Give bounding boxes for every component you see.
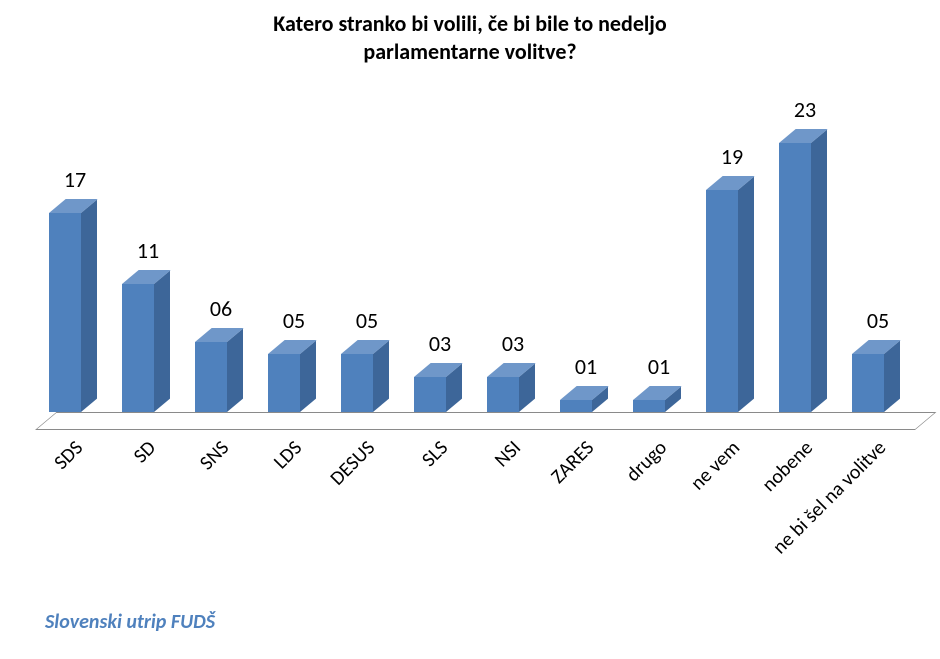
bar: 17 [49,213,81,412]
bar-value-label: 01 [643,353,675,380]
chart-title-line: parlamentarne volitve? [363,38,576,65]
bar: 19 [706,190,738,412]
bar: 11 [122,284,154,412]
bar-side [81,200,97,412]
bar: 01 [560,400,592,412]
source-text: Slovenski utrip FUDŠ [45,610,215,634]
bar-value-label: 05 [351,307,383,334]
category-label: ne bi šel na volitve [733,436,891,594]
bar-side [811,130,827,412]
bar-value-label: 03 [424,330,456,357]
bar: 01 [633,400,665,412]
bar-value-label: 11 [132,237,164,264]
chart-stage: { "chart": { "type": "bar-3d", "title": … [0,0,940,659]
bar-value-label: 05 [278,307,310,334]
bar: 23 [779,143,811,412]
bar: 05 [852,354,884,412]
bar-side [227,328,243,412]
bar-value-label: 06 [205,295,237,322]
bar-front [122,284,154,412]
bar: 05 [341,354,373,412]
bar-value-label: 03 [497,330,529,357]
bar-front [633,400,665,412]
bar: 03 [487,377,519,412]
bar-value-label: 23 [789,96,821,123]
bar-front [49,213,81,412]
bar-front [560,400,592,412]
chart-title-line: Katero stranko bi volili, če bi bile to … [273,10,667,37]
bar: 06 [195,342,227,412]
bar-side [738,177,754,412]
bar-front [414,377,446,412]
bar-value-label: 01 [570,353,602,380]
bar-front [195,342,227,412]
chart-title: Katero stranko bi volili, če bi bile to … [0,10,940,65]
bar-value-label: 17 [59,166,91,193]
plot-area: 171106050503030101192305 [35,100,915,430]
bar-front [779,143,811,412]
bar-front [487,377,519,412]
bar-value-label: 19 [716,143,748,170]
bar-front [268,354,300,412]
bar-front [706,190,738,412]
bar: 05 [268,354,300,412]
bar: 03 [414,377,446,412]
bar-front [341,354,373,412]
bar-front [852,354,884,412]
chart-floor [35,412,936,430]
bar-side [154,270,170,412]
bar-value-label: 05 [862,307,894,334]
